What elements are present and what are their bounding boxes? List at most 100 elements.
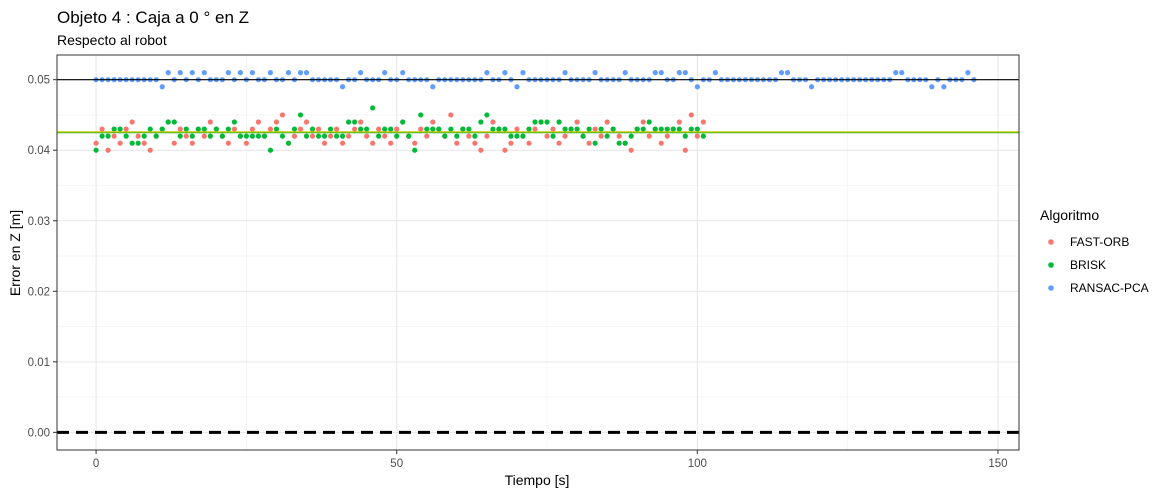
data-point bbox=[502, 126, 508, 132]
data-point bbox=[117, 140, 123, 146]
data-point bbox=[478, 119, 484, 125]
data-point bbox=[327, 133, 334, 139]
data-point bbox=[189, 133, 195, 139]
data-point bbox=[502, 147, 508, 153]
panel-background bbox=[57, 55, 1019, 450]
data-point bbox=[652, 70, 658, 76]
data-point bbox=[388, 126, 394, 132]
data-point bbox=[99, 133, 105, 139]
data-point bbox=[400, 70, 406, 76]
data-point bbox=[111, 133, 117, 139]
data-point bbox=[303, 119, 310, 125]
data-point bbox=[309, 133, 316, 139]
data-point bbox=[688, 126, 694, 132]
data-point bbox=[466, 126, 472, 132]
data-point bbox=[135, 133, 141, 139]
data-point bbox=[370, 105, 376, 111]
data-point bbox=[400, 119, 406, 125]
data-point bbox=[249, 126, 256, 132]
data-point bbox=[382, 70, 388, 76]
data-point bbox=[424, 133, 430, 139]
data-point bbox=[418, 112, 424, 118]
data-point bbox=[255, 133, 262, 139]
data-point bbox=[303, 133, 310, 139]
y-tick-label: 0.01 bbox=[28, 357, 50, 369]
data-point bbox=[165, 119, 171, 125]
data-point bbox=[279, 133, 286, 139]
data-point bbox=[520, 133, 526, 139]
data-point bbox=[358, 70, 364, 76]
y-tick-label: 0.04 bbox=[28, 145, 51, 157]
data-point bbox=[676, 70, 682, 76]
data-point bbox=[153, 133, 159, 139]
data-point bbox=[616, 133, 622, 139]
y-tick-label: 0.02 bbox=[28, 286, 50, 298]
data-point bbox=[177, 126, 183, 132]
data-point bbox=[640, 119, 646, 125]
data-point bbox=[682, 147, 688, 153]
data-point bbox=[382, 126, 388, 132]
data-point bbox=[273, 119, 280, 125]
data-point bbox=[105, 133, 111, 139]
data-point bbox=[339, 84, 346, 90]
data-point bbox=[436, 126, 442, 132]
data-point bbox=[225, 140, 231, 146]
data-point bbox=[520, 70, 526, 76]
data-point bbox=[508, 140, 514, 146]
data-point bbox=[382, 133, 388, 139]
data-point bbox=[430, 119, 436, 125]
data-point bbox=[231, 119, 237, 125]
data-point bbox=[273, 126, 280, 132]
data-point bbox=[141, 140, 147, 146]
data-point bbox=[267, 147, 274, 153]
data-point bbox=[694, 133, 700, 139]
data-point bbox=[237, 133, 243, 139]
data-point bbox=[171, 140, 177, 146]
data-point bbox=[213, 126, 219, 132]
x-tick-label: 50 bbox=[390, 458, 403, 470]
data-point bbox=[201, 70, 207, 76]
data-point bbox=[93, 140, 99, 146]
data-point bbox=[315, 126, 322, 132]
chart-title: Objeto 4 : Caja a 0 ° en Z bbox=[57, 8, 249, 27]
data-point bbox=[574, 119, 580, 125]
data-point bbox=[364, 133, 370, 139]
data-point bbox=[490, 119, 496, 125]
data-point bbox=[105, 147, 111, 153]
data-point bbox=[129, 119, 135, 125]
data-point bbox=[285, 70, 292, 76]
data-point bbox=[424, 126, 430, 132]
data-point bbox=[93, 147, 99, 153]
data-point bbox=[538, 119, 544, 125]
data-point bbox=[159, 126, 165, 132]
data-point bbox=[532, 119, 538, 125]
data-point bbox=[339, 140, 346, 146]
data-point bbox=[370, 140, 376, 146]
data-point bbox=[279, 112, 286, 118]
data-point bbox=[676, 126, 682, 132]
data-point bbox=[339, 133, 346, 139]
data-point bbox=[291, 133, 298, 139]
legend-key-fast-orb bbox=[1048, 239, 1054, 245]
data-point bbox=[388, 140, 394, 146]
data-point bbox=[207, 119, 213, 125]
data-point bbox=[508, 133, 514, 139]
data-point bbox=[394, 133, 400, 139]
data-point bbox=[472, 140, 478, 146]
data-point bbox=[412, 147, 418, 153]
data-point bbox=[965, 70, 971, 76]
data-point bbox=[321, 140, 328, 146]
data-point bbox=[562, 133, 568, 139]
data-point bbox=[418, 126, 424, 132]
data-point bbox=[490, 126, 496, 132]
data-point bbox=[646, 119, 652, 125]
data-point bbox=[502, 70, 508, 76]
data-point bbox=[430, 126, 436, 132]
data-point bbox=[598, 133, 604, 139]
axes: 0.00 0.01 0.02 0.03 0.04 0.05 0 50 100 150 bbox=[28, 75, 1008, 470]
data-point bbox=[333, 133, 340, 139]
data-point bbox=[315, 133, 322, 139]
data-point bbox=[297, 126, 304, 132]
data-point bbox=[700, 119, 706, 125]
